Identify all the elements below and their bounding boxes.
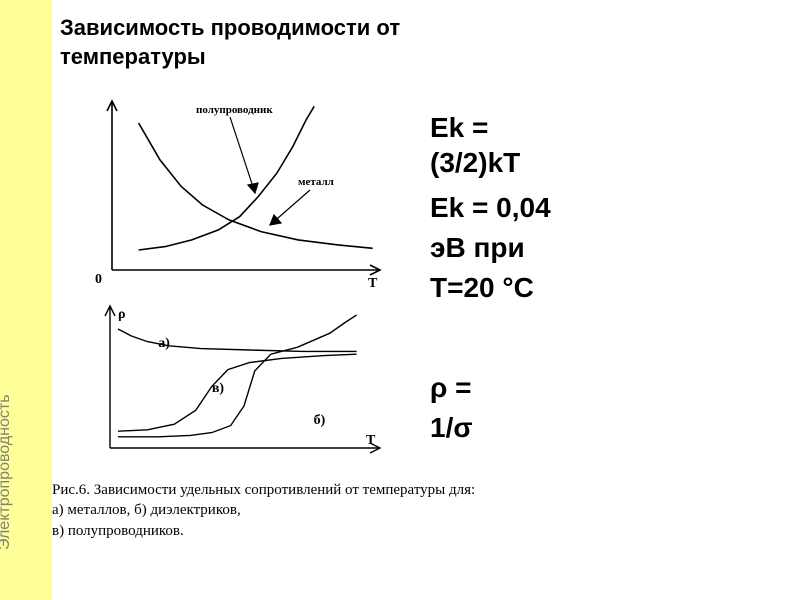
caption-line2: а) металлов, б) диэлектриков,: [52, 500, 512, 520]
x-axis-label-T: T: [368, 276, 378, 290]
formula-ev-at: эВ при: [430, 230, 770, 265]
formula-ek-1: Ek = (3/2)kT: [430, 110, 770, 180]
f1a: Ek =: [430, 112, 488, 143]
caption-line1: Рис.6. Зависимости удельных сопротивлени…: [52, 480, 512, 500]
page-title: Зависимость проводимости от температуры: [60, 14, 500, 71]
chart-conductivity: 0 T полупроводник металл: [80, 95, 390, 290]
f1b: (3/2)kT: [430, 147, 520, 178]
origin-label: 0: [95, 272, 102, 287]
sidebar: Электропроводность: [0, 0, 52, 600]
formula-ek-value: Ek = 0,04: [430, 190, 770, 225]
formula-rho: ρ =: [430, 370, 770, 405]
y-axis-label-rho: ρ: [118, 307, 126, 322]
caption-line3: в) полупроводников.: [52, 521, 512, 541]
curve-label-b: б): [314, 413, 326, 428]
label-metal: металл: [298, 176, 334, 188]
figure-caption: Рис.6. Зависимости удельных сопротивлени…: [52, 480, 512, 541]
formula-t20: T=20 °С: [430, 270, 770, 305]
curve-label-a: а): [158, 336, 170, 351]
curve-label-v: в): [212, 381, 225, 396]
x-axis-label-T2: T: [366, 433, 376, 448]
label-semiconductor: полупроводник: [196, 104, 273, 116]
sidebar-label: Электропроводность: [0, 394, 14, 550]
formula-1sigma: 1/σ: [430, 410, 770, 445]
chart-resistivity: ρ T а) б) в): [80, 300, 390, 470]
